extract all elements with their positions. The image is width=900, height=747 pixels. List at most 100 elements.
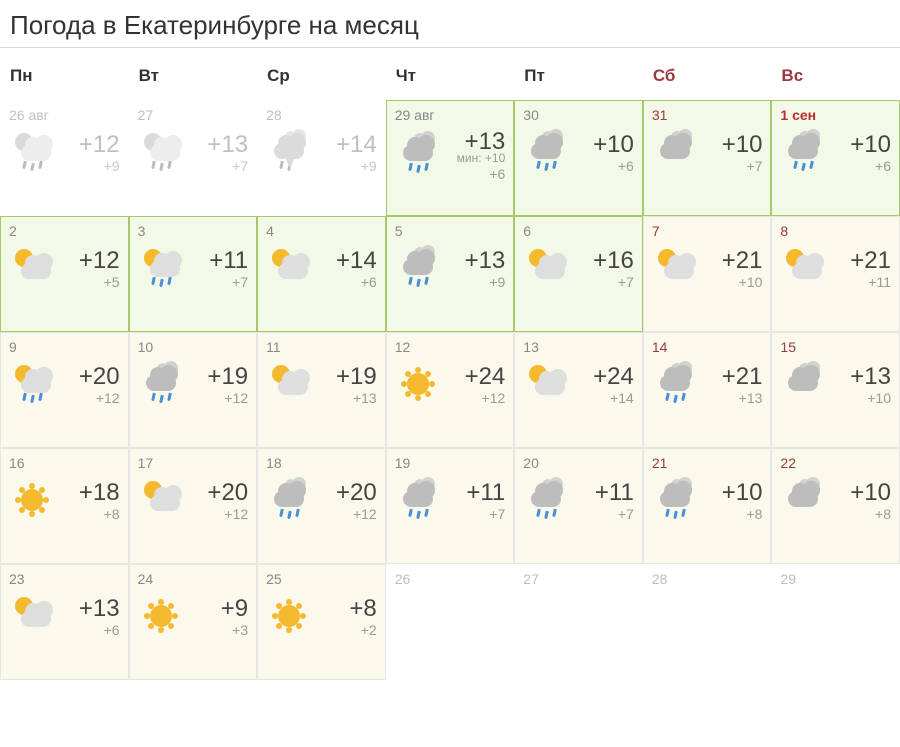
day-cell[interactable]: 10+19+12 [129,332,258,448]
temp-low: +9 [318,159,377,174]
day-cell[interactable]: 8 +21+11 [771,216,900,332]
day-temps: +11+7 [575,480,634,522]
day-cell[interactable]: 15 +13+10 [771,332,900,448]
day-temps: +21+13 [704,364,763,406]
day-date: 13 [523,339,634,355]
day-cell[interactable]: 5 +13+9 [386,216,515,332]
temp-low: +6 [61,623,120,638]
day-date: 8 [780,223,891,239]
day-cell[interactable]: 2+12+5 [0,216,129,332]
overcast-rain-icon [652,477,700,525]
weekday-header: Вт [129,48,258,100]
day-cell[interactable]: 26 авг+12+9 [0,100,129,216]
day-cell[interactable]: 23+13+6 [0,564,129,680]
day-temps: +10+7 [704,132,763,174]
day-cell[interactable]: 20+11+7 [514,448,643,564]
day-body: +21+13 [652,361,763,409]
day-body: +24+14 [523,361,634,409]
day-cell[interactable]: 30 +10+6 [514,100,643,216]
day-temps: +13+10 [832,364,891,406]
day-temps: +24+14 [575,364,634,406]
temp-high: +20 [190,480,249,505]
day-cell[interactable]: 7+21+10 [643,216,772,332]
day-date: 29 [780,571,891,587]
overcast-rain-icon [395,131,443,179]
temp-high: +13 [832,364,891,389]
day-body: +24+12 [395,361,506,409]
day-date: 19 [395,455,506,471]
temp-low: +7 [704,159,763,174]
day-cell[interactable]: 25+8+2 [257,564,386,680]
day-temps: +14+9 [318,132,377,174]
day-cell[interactable]: 12+24+12 [386,332,515,448]
day-cell[interactable]: 17+20+12 [129,448,258,564]
partly-icon [652,245,700,293]
temp-low: +12 [190,391,249,406]
temp-low: +7 [575,275,634,290]
temp-high: +12 [61,132,120,157]
temp-low: +12 [318,507,377,522]
day-cell[interactable]: 3+11+7 [129,216,258,332]
day-body: +10+8 [652,477,763,525]
day-cell[interactable]: 9+20+12 [0,332,129,448]
day-cell[interactable]: 4 +14+6 [257,216,386,332]
temp-high: +11 [190,248,249,273]
day-date: 30 [523,107,634,123]
day-body: +20+12 [266,477,377,525]
temp-high: +21 [704,364,763,389]
day-date: 4 [266,223,377,239]
overcast-rain-icon [652,361,700,409]
day-date: 10 [138,339,249,355]
partly-icon [780,245,828,293]
partly-rain-icon [138,245,186,293]
temp-high: +9 [190,596,249,621]
temp-high: +20 [318,480,377,505]
day-temps: +14+6 [318,248,377,290]
day-cell[interactable]: 19+11+7 [386,448,515,564]
day-date: 7 [652,223,763,239]
temp-high: +11 [575,480,634,505]
day-date: 20 [523,455,634,471]
day-body: +10+8 [780,477,891,525]
day-body: +13+9 [395,245,506,293]
day-cell[interactable]: 31+10+7 [643,100,772,216]
temp-low: +12 [447,391,506,406]
day-temps: +19+13 [318,364,377,406]
day-cell[interactable]: 16+18+8 [0,448,129,564]
temp-low: +7 [190,275,249,290]
day-date: 23 [9,571,120,587]
day-cell[interactable]: 21 +10+8 [643,448,772,564]
day-cell[interactable]: 28+14+9 [257,100,386,216]
day-date: 21 [652,455,763,471]
temp-low: +7 [575,507,634,522]
temp-high: +14 [318,132,377,157]
day-date: 11 [266,339,377,355]
day-date: 15 [780,339,891,355]
day-body: +12+9 [9,129,120,177]
day-date: 26 [395,571,506,587]
overcast-rain-icon [138,361,186,409]
day-date: 22 [780,455,891,471]
day-temps: +9+3 [190,596,249,638]
day-body: +21+11 [780,245,891,293]
temp-low: +6 [832,159,891,174]
day-cell[interactable]: 27+13+7 [129,100,258,216]
day-cell[interactable]: 18+20+12 [257,448,386,564]
day-cell[interactable]: 1 сен+10+6 [771,100,900,216]
day-cell[interactable]: 11 +19+13 [257,332,386,448]
day-cell[interactable]: 13 +24+14 [514,332,643,448]
temp-high: +16 [575,248,634,273]
day-cell[interactable]: 6+16+7 [514,216,643,332]
day-body: +8+2 [266,593,377,641]
day-cell[interactable]: 29 авг+13мин: +10+6 [386,100,515,216]
temp-low: +9 [61,159,120,174]
day-temps: +20+12 [318,480,377,522]
temp-low: +12 [190,507,249,522]
day-cell[interactable]: 24+9+3 [129,564,258,680]
day-body: +18+8 [9,477,120,525]
day-date: 26 авг [9,107,120,123]
day-cell[interactable]: 14+21+13 [643,332,772,448]
day-cell[interactable]: 22 +10+8 [771,448,900,564]
day-date: 5 [395,223,506,239]
day-temps: +10+6 [575,132,634,174]
